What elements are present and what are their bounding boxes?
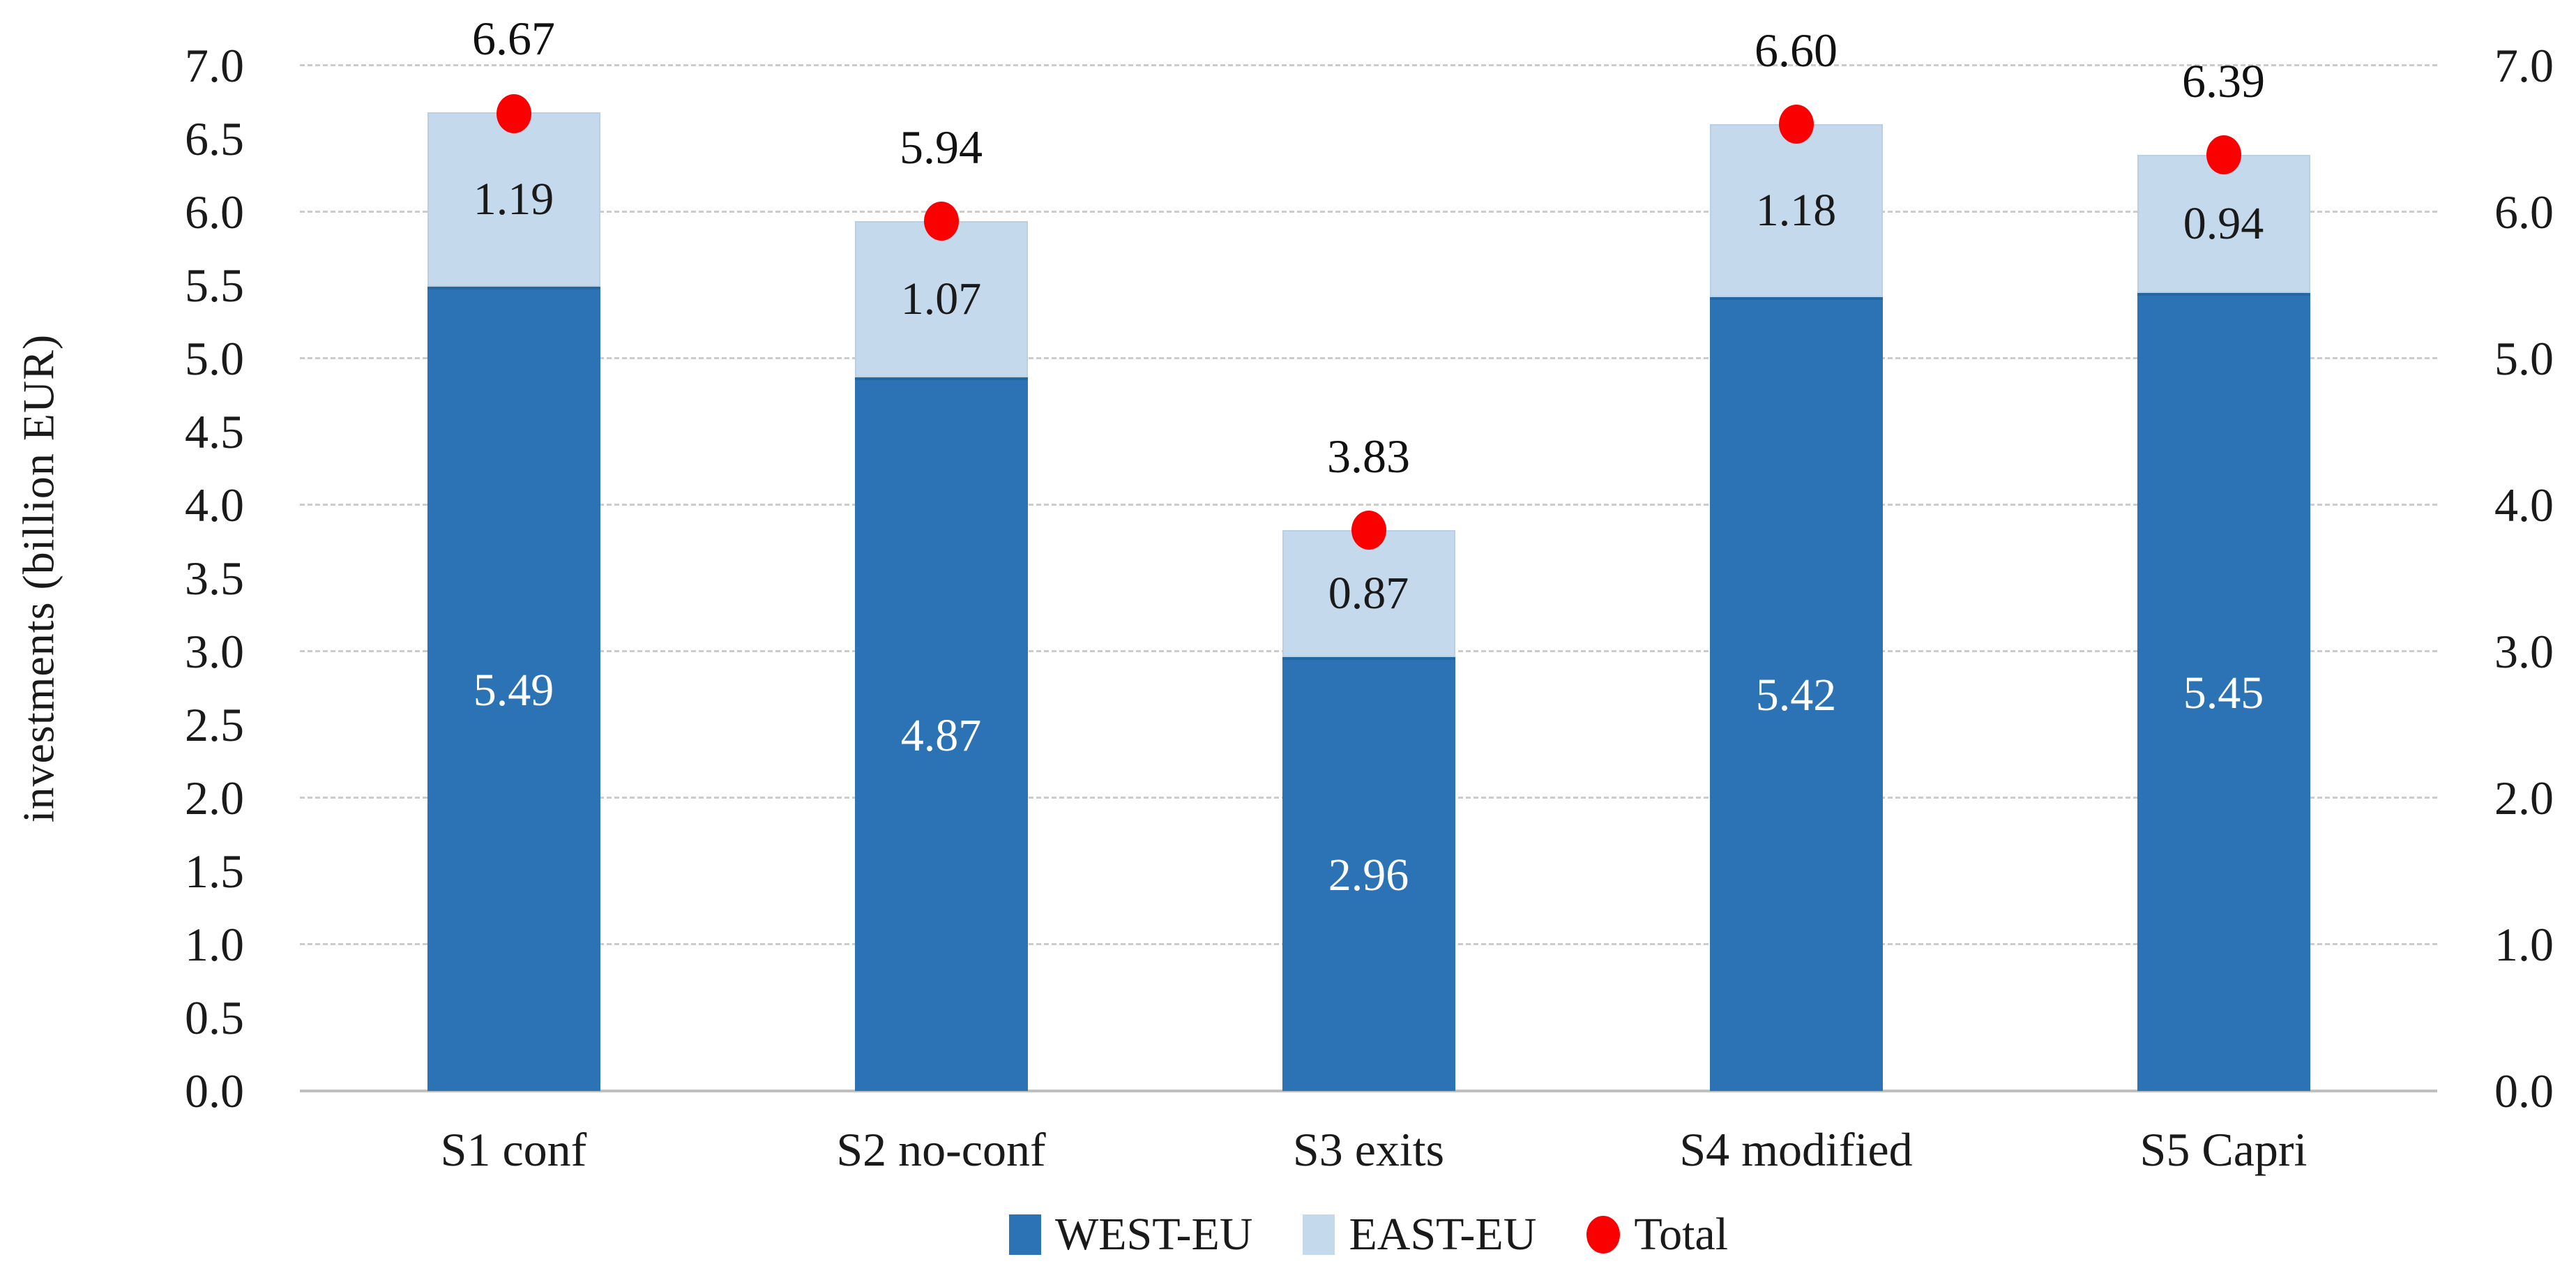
legend: WEST-EU EAST-EU Total <box>300 1208 2437 1261</box>
left-axis-tick: 7.0 <box>185 39 244 92</box>
right-axis-tick: 5.0 <box>2494 332 2554 385</box>
total-data-label: 6.60 <box>1755 24 1838 77</box>
bar-5: 5.45 0.94 <box>2137 155 2310 1091</box>
plot-area: 5.49 1.19 6.67 4.87 1.07 5.94 2.96 0.87 3.83 5.42… <box>300 13 2437 1092</box>
right-axis-tick: 6.0 <box>2494 186 2554 239</box>
left-axis-tick: 1.5 <box>185 845 244 898</box>
right-axis-tick: 0.0 <box>2494 1064 2554 1117</box>
bar-segment-west-eu: 5.49 <box>427 287 600 1091</box>
west-eu-data-label: 4.87 <box>900 709 982 761</box>
total-data-label: 6.39 <box>2182 54 2265 108</box>
left-axis-tick: 4.5 <box>185 405 244 458</box>
bar-segment-west-eu: 5.42 <box>1709 296 1883 1091</box>
bar-segment-west-eu: 5.45 <box>2137 292 2310 1091</box>
bar-segment-east-eu: 0.87 <box>1282 529 1455 658</box>
legend-label-east-eu: EAST-EU <box>1349 1209 1537 1260</box>
left-axis-tick: 0.0 <box>185 1064 244 1117</box>
west-eu-data-label: 5.49 <box>473 664 554 716</box>
bar-segment-east-eu: 1.07 <box>854 220 1028 378</box>
bar-4: 5.42 1.18 <box>1709 124 1883 1091</box>
west-eu-data-label: 5.42 <box>1755 669 1837 721</box>
category-label-4: S4 modified <box>1679 1123 1913 1176</box>
gridline <box>300 211 2437 213</box>
left-axis-tick: 5.0 <box>185 332 244 385</box>
left-axis-tick: 6.5 <box>185 112 244 165</box>
gridline <box>300 504 2437 506</box>
total-marker-dot <box>923 201 959 241</box>
east-eu-swatch-icon <box>1303 1214 1335 1255</box>
bar-2: 4.87 1.07 <box>854 220 1028 1091</box>
legend-item-west-eu: WEST-EU <box>1008 1208 1253 1261</box>
west-eu-data-label: 2.96 <box>1328 850 1409 901</box>
legend-label-west-eu: WEST-EU <box>1054 1209 1253 1260</box>
right-axis-tick: 2.0 <box>2494 771 2554 825</box>
category-label-5: S5 Capri <box>2139 1123 2308 1176</box>
left-axis-tick: 3.5 <box>185 552 244 605</box>
total-marker-dot <box>1351 510 1386 550</box>
total-marker-dot <box>1778 105 1814 144</box>
bar-segment-east-eu: 1.19 <box>427 112 600 287</box>
west-eu-swatch-icon <box>1008 1214 1041 1255</box>
left-axis-tick: 3.0 <box>185 625 244 678</box>
right-axis-tick: 1.0 <box>2494 918 2554 971</box>
right-axis-tick: 3.0 <box>2494 625 2554 678</box>
left-axis-tick: 5.5 <box>185 259 244 312</box>
bar-segment-west-eu: 2.96 <box>1282 657 1455 1091</box>
total-data-label: 6.67 <box>472 12 555 66</box>
legend-item-east-eu: EAST-EU <box>1303 1208 1536 1261</box>
east-eu-data-label: 1.18 <box>1755 184 1837 236</box>
x-axis-line <box>300 1090 2437 1092</box>
legend-item-total: Total <box>1586 1208 1728 1261</box>
left-axis-tick: 2.0 <box>185 771 244 825</box>
east-eu-data-label: 0.94 <box>2183 197 2264 249</box>
category-label-3: S3 exits <box>1292 1123 1445 1176</box>
gridline <box>300 64 2437 66</box>
bar-1: 5.49 1.19 <box>427 112 600 1091</box>
right-axis-tick: 7.0 <box>2494 39 2554 92</box>
total-dot-icon <box>1586 1216 1621 1253</box>
total-marker-dot <box>496 94 531 134</box>
left-axis-tick: 2.5 <box>185 698 244 751</box>
bar-segment-east-eu: 0.94 <box>2137 155 2310 293</box>
gridline <box>300 357 2437 359</box>
east-eu-data-label: 1.19 <box>473 174 554 225</box>
bar-segment-east-eu: 1.18 <box>1709 124 1883 297</box>
right-axis-tick: 4.0 <box>2494 479 2554 532</box>
left-axis-tick: 0.5 <box>185 991 244 1044</box>
east-eu-data-label: 1.07 <box>900 273 982 324</box>
bar-3: 2.96 0.87 <box>1282 529 1455 1091</box>
category-label-1: S1 conf <box>440 1123 587 1176</box>
left-axis-tick: 6.0 <box>185 186 244 239</box>
west-eu-data-label: 5.45 <box>2183 667 2264 718</box>
legend-label-total: Total <box>1634 1209 1729 1260</box>
east-eu-data-label: 0.87 <box>1328 568 1409 619</box>
total-marker-dot <box>2206 135 2241 175</box>
category-label-2: S2 no-conf <box>836 1123 1046 1176</box>
total-data-label: 5.94 <box>900 120 983 174</box>
total-data-label: 3.83 <box>1327 429 1410 483</box>
left-axis-tick: 1.0 <box>185 918 244 971</box>
left-axis-tick: 4.0 <box>185 479 244 532</box>
bar-segment-west-eu: 4.87 <box>854 377 1028 1091</box>
